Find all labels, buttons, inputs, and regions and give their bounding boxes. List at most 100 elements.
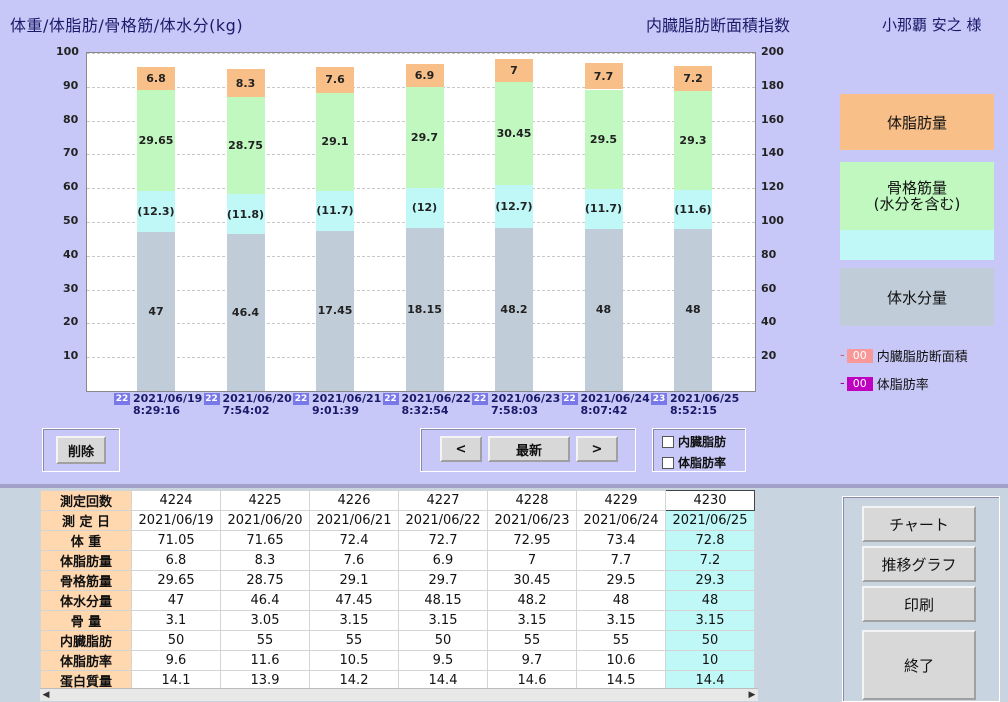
table-cell[interactable]: 47 — [131, 590, 221, 611]
table-cell[interactable]: 47.45 — [309, 590, 399, 611]
table-cell[interactable]: 4224 — [131, 490, 221, 511]
row-header: 体脂肪率 — [40, 650, 132, 671]
table-cell[interactable]: 14.5 — [576, 670, 666, 691]
table-cell[interactable]: 7 — [487, 550, 577, 571]
table-row: 蛋白質量 14.1 13.9 14.2 14.4 14.6 14.5 14.4 — [40, 670, 755, 691]
table-cell[interactable]: 3.15 — [487, 610, 577, 631]
table-cell[interactable]: 14.4 — [665, 670, 755, 691]
table-cell[interactable]: 2021/06/23 — [487, 510, 577, 531]
exit-button[interactable]: 終了 — [862, 630, 976, 700]
table-cell[interactable]: 3.15 — [309, 610, 399, 631]
table-cell[interactable]: 55 — [309, 630, 399, 651]
table-cell[interactable]: 50 — [398, 630, 488, 651]
left-tick-label: 20 — [63, 315, 79, 329]
table-cell[interactable]: 4226 — [309, 490, 399, 511]
table-cell[interactable]: 8.3 — [220, 550, 310, 571]
legend-bodyfat-label: 体脂肪率 — [876, 378, 929, 393]
delete-frame — [42, 428, 120, 472]
x-tick-time: 9:01:39 — [312, 404, 360, 417]
horizontal-scrollbar[interactable]: ◀ ▶ — [40, 688, 758, 701]
bar-segment: 28.75 — [226, 97, 265, 195]
scroll-right-icon[interactable]: ▶ — [748, 690, 756, 700]
print-button[interactable]: 印刷 — [862, 586, 976, 622]
table-cell[interactable]: 50 — [665, 630, 755, 651]
latest-button[interactable]: 最新 — [488, 436, 570, 462]
bar-segment: 48 — [674, 228, 712, 391]
table-cell[interactable]: 48.2 — [487, 590, 577, 611]
next-button[interactable]: > — [576, 436, 618, 462]
visceral-checkbox-box[interactable] — [662, 435, 674, 448]
right-tick-label: 100 — [761, 214, 784, 227]
table-cell[interactable]: 73.4 — [576, 530, 666, 551]
table-cell[interactable]: 48 — [576, 590, 666, 611]
bodyfat-checkbox-box[interactable] — [662, 456, 674, 469]
table-cell[interactable]: 48.15 — [398, 590, 488, 611]
scroll-left-icon[interactable]: ◀ — [42, 690, 50, 700]
prev-button[interactable]: < — [440, 436, 482, 462]
x-badge: 22 — [293, 393, 309, 405]
table-cell[interactable]: 71.65 — [220, 530, 310, 551]
row-header: 測定回数 — [40, 490, 132, 511]
table-cell[interactable]: 14.2 — [309, 670, 399, 691]
table-cell[interactable]: 4228 — [487, 490, 577, 511]
table-cell[interactable]: 48 — [665, 590, 755, 611]
bar-segment: (11.7) — [584, 189, 623, 229]
table-cell[interactable]: 3.15 — [398, 610, 488, 631]
table-cell[interactable]: 9.6 — [131, 650, 221, 671]
table-cell[interactable]: 13.9 — [220, 670, 310, 691]
table-cell[interactable]: 4225 — [220, 490, 310, 511]
table-cell[interactable]: 10 — [665, 650, 755, 671]
table-cell[interactable]: 28.75 — [220, 570, 310, 591]
table-cell[interactable]: 29.3 — [665, 570, 755, 591]
table-cell[interactable]: 2021/06/21 — [309, 510, 399, 531]
table-cell[interactable]: 2021/06/25 — [665, 510, 755, 531]
table-cell[interactable]: 29.65 — [131, 570, 221, 591]
table-cell[interactable]: 2021/06/20 — [220, 510, 310, 531]
table-cell[interactable]: 3.15 — [576, 610, 666, 631]
table-cell[interactable]: 72.4 — [309, 530, 399, 551]
table-cell[interactable]: 46.4 — [220, 590, 310, 611]
x-badge: 22 — [382, 393, 399, 405]
table-cell[interactable]: 9.5 — [398, 650, 488, 671]
table-cell[interactable]: 4227 — [398, 490, 488, 511]
table-cell[interactable]: 6.8 — [131, 550, 221, 571]
table-cell[interactable]: 29.1 — [309, 570, 399, 591]
table-cell[interactable]: 2021/06/22 — [398, 510, 488, 531]
table-cell[interactable]: 55 — [576, 630, 666, 651]
table-cell[interactable]: 6.9 — [398, 550, 488, 571]
table-cell[interactable]: 14.1 — [131, 670, 221, 691]
table-cell[interactable]: 2021/06/19 — [131, 510, 221, 531]
table-cell[interactable]: 72.95 — [487, 530, 577, 551]
table-cell[interactable]: 55 — [220, 630, 310, 651]
chart-button[interactable]: チャート — [862, 506, 976, 542]
table-cell[interactable]: 7.2 — [665, 550, 755, 571]
table-cell[interactable]: 10.5 — [309, 650, 399, 671]
table-cell[interactable]: 3.05 — [220, 610, 310, 631]
table-cell[interactable]: 29.7 — [398, 570, 488, 591]
table-cell[interactable]: 7.7 — [576, 550, 666, 571]
bar-segment: 6.9 — [405, 63, 444, 88]
table-cell[interactable]: 72.8 — [665, 530, 755, 551]
trend-graph-button[interactable]: 推移グラフ — [862, 546, 976, 582]
table-cell[interactable]: 72.7 — [398, 530, 488, 551]
bodyfat-checkbox[interactable]: 体脂肪率 — [662, 454, 726, 471]
table-cell[interactable]: 14.6 — [487, 670, 577, 691]
table-cell[interactable]: 3.1 — [131, 610, 221, 631]
visceral-checkbox[interactable]: 内臓脂肪 — [662, 433, 726, 450]
table-cell[interactable]: 71.05 — [131, 530, 221, 551]
table-cell[interactable]: 2021/06/24 — [576, 510, 666, 531]
delete-button[interactable]: 削除 — [56, 436, 106, 464]
table-cell[interactable]: 11.6 — [220, 650, 310, 671]
table-cell[interactable]: 30.45 — [487, 570, 577, 591]
x-tick-label: 2021/06/25 8:52:15 — [670, 393, 739, 417]
table-cell[interactable]: 9.7 — [487, 650, 577, 671]
table-cell[interactable]: 55 — [487, 630, 577, 651]
table-cell[interactable]: 3.15 — [665, 610, 755, 631]
table-cell[interactable]: 4229 — [576, 490, 666, 511]
table-cell[interactable]: 50 — [131, 630, 221, 651]
table-cell[interactable]: 10.6 — [576, 650, 666, 671]
right-tick-label: 40 — [761, 315, 777, 329]
table-cell[interactable]: 7.6 — [309, 550, 399, 571]
table-cell[interactable]: 4230 — [665, 490, 755, 511]
table-cell[interactable]: 29.5 — [576, 570, 666, 591]
